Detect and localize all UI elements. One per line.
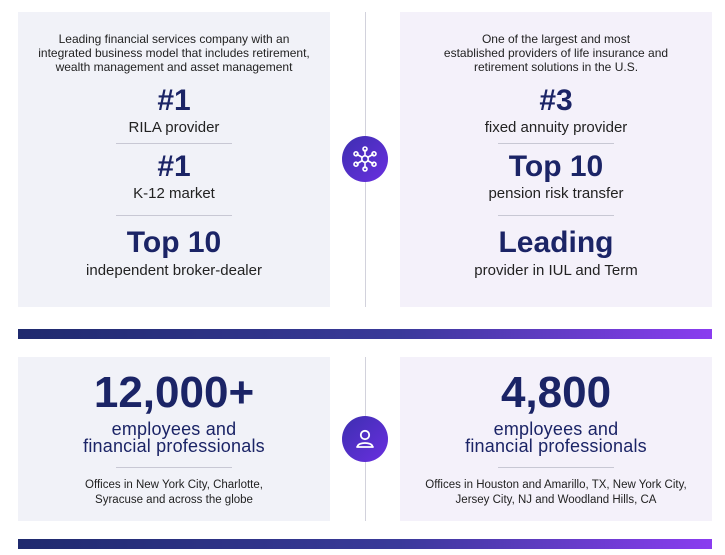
person-icon	[342, 416, 388, 462]
stat-value: #1	[157, 150, 191, 183]
divider	[116, 143, 232, 144]
office-note: Syracuse and across the globe	[95, 494, 253, 506]
office-note: Offices in Houston and Amarillo, TX, New…	[425, 479, 687, 491]
stat-label: provider in IUL and Term	[474, 262, 638, 279]
stat-value: #1	[157, 84, 191, 117]
intro-line: retirement solutions in the U.S.	[473, 60, 639, 74]
employee-label: employees and	[111, 419, 237, 439]
employee-count: 12,000+	[93, 368, 255, 417]
divider	[116, 215, 232, 216]
panel-bottom-right: 4,800 employees and financial profession…	[400, 357, 712, 521]
employee-label: financial professionals	[465, 436, 647, 456]
stat-label: RILA provider	[128, 119, 220, 136]
panel-top-right: One of the largest and most established …	[400, 12, 712, 307]
divider	[498, 215, 614, 216]
panel-top-left: Leading financial services company with …	[18, 12, 330, 307]
divider	[116, 467, 232, 468]
stat-label: independent broker-dealer	[86, 262, 262, 279]
divider	[498, 467, 614, 468]
divider	[498, 143, 614, 144]
employee-label: employees and	[493, 419, 619, 439]
stat-value: Top 10	[126, 226, 222, 259]
stat-label: K-12 market	[133, 185, 215, 202]
employee-label: financial professionals	[83, 436, 265, 456]
gradient-divider-bar	[18, 539, 712, 549]
stat-label: fixed annuity provider	[484, 119, 628, 136]
stat-value: Top 10	[508, 150, 604, 183]
office-note: Jersey City, NJ and Woodland Hills, CA	[455, 494, 657, 506]
panel-bottom-left: 12,000+ employees and financial professi…	[18, 357, 330, 521]
intro-line: integrated business model that includes …	[38, 46, 310, 60]
employee-count: 4,800	[500, 368, 612, 417]
intro-line: Leading financial services company with …	[58, 32, 290, 46]
stat-value: Leading	[498, 226, 614, 259]
intro-line: One of the largest and most	[481, 32, 631, 46]
network-hub-icon	[342, 136, 388, 182]
office-note: Offices in New York City, Charlotte,	[85, 479, 263, 491]
stat-value: #3	[539, 84, 573, 117]
intro-line: wealth management and asset management	[55, 60, 293, 74]
stat-label: pension risk transfer	[488, 185, 624, 202]
gradient-divider-bar	[18, 329, 712, 339]
intro-line: established providers of life insurance …	[443, 46, 669, 60]
